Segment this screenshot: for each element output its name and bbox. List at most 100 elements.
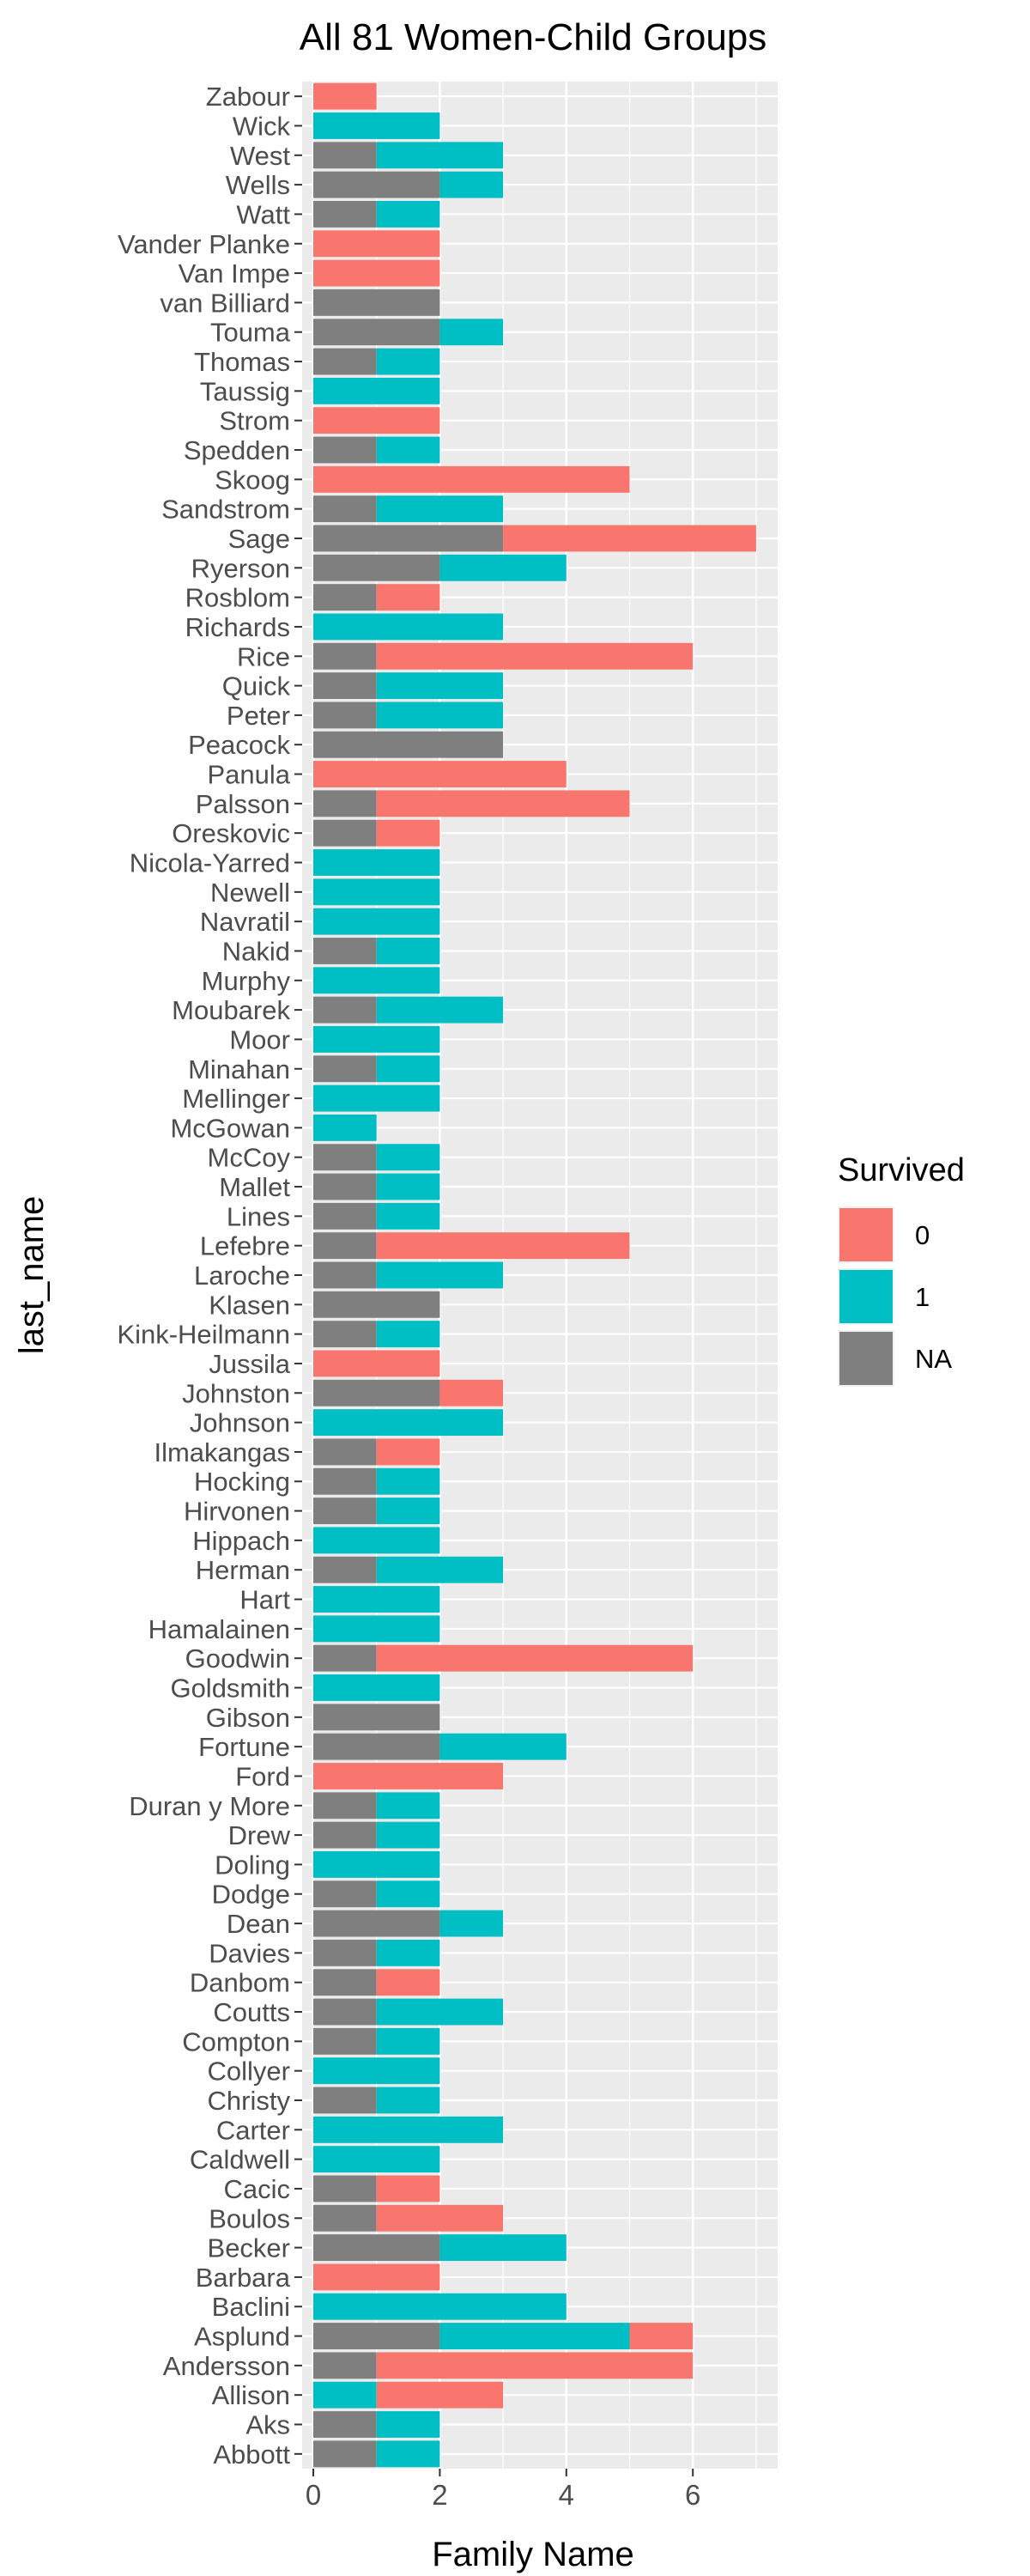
y-tick-label: Quick [222,671,291,702]
y-tick-label: Skoog [215,465,290,495]
bar-segment-0 [376,2204,504,2232]
bar-segment-1 [376,1998,504,2026]
bar-segment-na [313,2411,377,2438]
bar-segment-na [313,2234,440,2262]
y-tick-label: Wick [233,111,291,141]
legend-label: 0 [915,1220,930,1250]
bar-segment-1 [439,1910,504,1937]
bar-segment-1 [376,2027,440,2055]
bar-segment-1 [376,142,504,169]
y-tick-label: Kink-Heilmann [117,1320,290,1350]
bar-segment-na [313,201,377,228]
bar-segment-na [313,319,440,346]
bar-segment-1 [313,849,440,876]
y-tick-label: Jussila [209,1349,291,1379]
bar-segment-1 [313,1850,440,1878]
y-tick-label: Ilmakangas [154,1437,290,1467]
bar-segment-na [313,672,377,700]
bar-segment-na [313,1880,377,1908]
bar-segment-1 [376,1880,440,1908]
y-tick-label: Becker [208,2233,290,2263]
bar-segment-na [313,2175,377,2202]
bar-segment-na [313,1792,377,1820]
y-tick-label: Strom [219,406,290,436]
bar-segment-na [313,1910,440,1937]
bar-segment-1 [313,967,440,994]
bar-segment-na [313,1055,377,1083]
y-tick-label: Murphy [202,966,291,996]
bar-segment-na [313,642,377,670]
bar-segment-1 [439,2234,566,2262]
bar-segment-1 [313,2146,440,2173]
bar-segment-0 [376,1232,630,1260]
bar-segment-0 [313,407,440,434]
bar-segment-1 [376,1556,504,1583]
y-tick-label: Christy [208,2086,291,2116]
y-tick-label: Hirvonen [184,1497,290,1527]
y-tick-label: Allison [212,2380,290,2410]
y-tick-label: Cacic [223,2174,290,2204]
bar-segment-0 [376,584,440,611]
bar-segment-na [313,1704,440,1731]
bar-segment-1 [313,1025,440,1053]
bar-segment-na [313,1173,377,1200]
bar-segment-0 [376,1644,694,1672]
bar-segment-0 [376,2175,440,2202]
y-tick-label: Gibson [206,1703,290,1733]
y-tick-label: Caldwell [190,2145,290,2175]
legend: Survived 0 1 NA [838,1152,965,1387]
bar-segment-na [313,1821,377,1849]
y-tick-label: Thomas [194,347,290,377]
y-tick-label: Newell [210,878,290,908]
x-tick-label: 2 [432,2479,447,2511]
y-tick-label: West [230,141,290,171]
y-tick-label: Wells [226,170,290,200]
bar-segment-na [313,525,504,552]
bar-segment-1 [439,1733,566,1760]
y-tick-label: Duran y More [129,1791,290,1821]
bar-segment-na [313,436,377,464]
y-tick-label: Nicola-Yarred [130,848,290,878]
bars [313,82,756,2468]
bar-segment-0 [313,465,630,493]
y-tick-label: Compton [182,2026,290,2057]
y-tick-label: Taussig [200,376,290,406]
y-tick-label: Klasen [209,1290,290,1320]
y-tick-label: van Billiard [160,288,290,318]
bar-segment-na [313,1438,377,1466]
y-tick-label: Aks [245,2410,290,2440]
bar-segment-1 [376,1202,440,1230]
y-tick-label: Peter [227,701,290,731]
chart-title: All 81 Women-Child Groups [300,16,767,58]
bar-segment-na [313,790,377,817]
legend-swatch-0 [839,1208,893,1261]
bar-segment-1 [376,1321,440,1348]
bar-segment-0 [313,761,566,787]
y-tick-label: Sage [228,524,290,554]
bar-segment-na [313,1733,440,1760]
bar-segment-1 [313,112,440,139]
y-tick-label: Baclini [212,2292,290,2322]
bar-segment-1 [313,1586,440,1613]
y-tick-label: Davies [209,1938,290,1968]
bar-segment-1 [376,996,504,1024]
bar-segment-1 [313,613,504,641]
bar-segment-na [313,171,440,198]
y-tick-label: Touma [210,318,291,348]
y-tick-label: Andersson [163,2351,290,2381]
x-axis-title: Family Name [432,2536,634,2573]
bar-segment-na [313,289,440,316]
bar-segment-1 [376,2411,440,2438]
y-tick-label: Collyer [208,2057,290,2087]
y-tick-label: Hippach [192,1526,290,1556]
bar-segment-1 [313,377,440,404]
y-tick-label: Panula [207,760,290,790]
y-tick-label: Boulos [209,2203,290,2233]
y-tick-label: Moubarek [172,995,290,1025]
bar-segment-na [313,1644,377,1672]
bar-segment-na [313,2087,377,2114]
bar-segment-1 [376,2087,440,2114]
bar-segment-na [313,1498,377,1525]
bar-segment-1 [313,1615,440,1643]
bar-segment-1 [313,2057,440,2085]
